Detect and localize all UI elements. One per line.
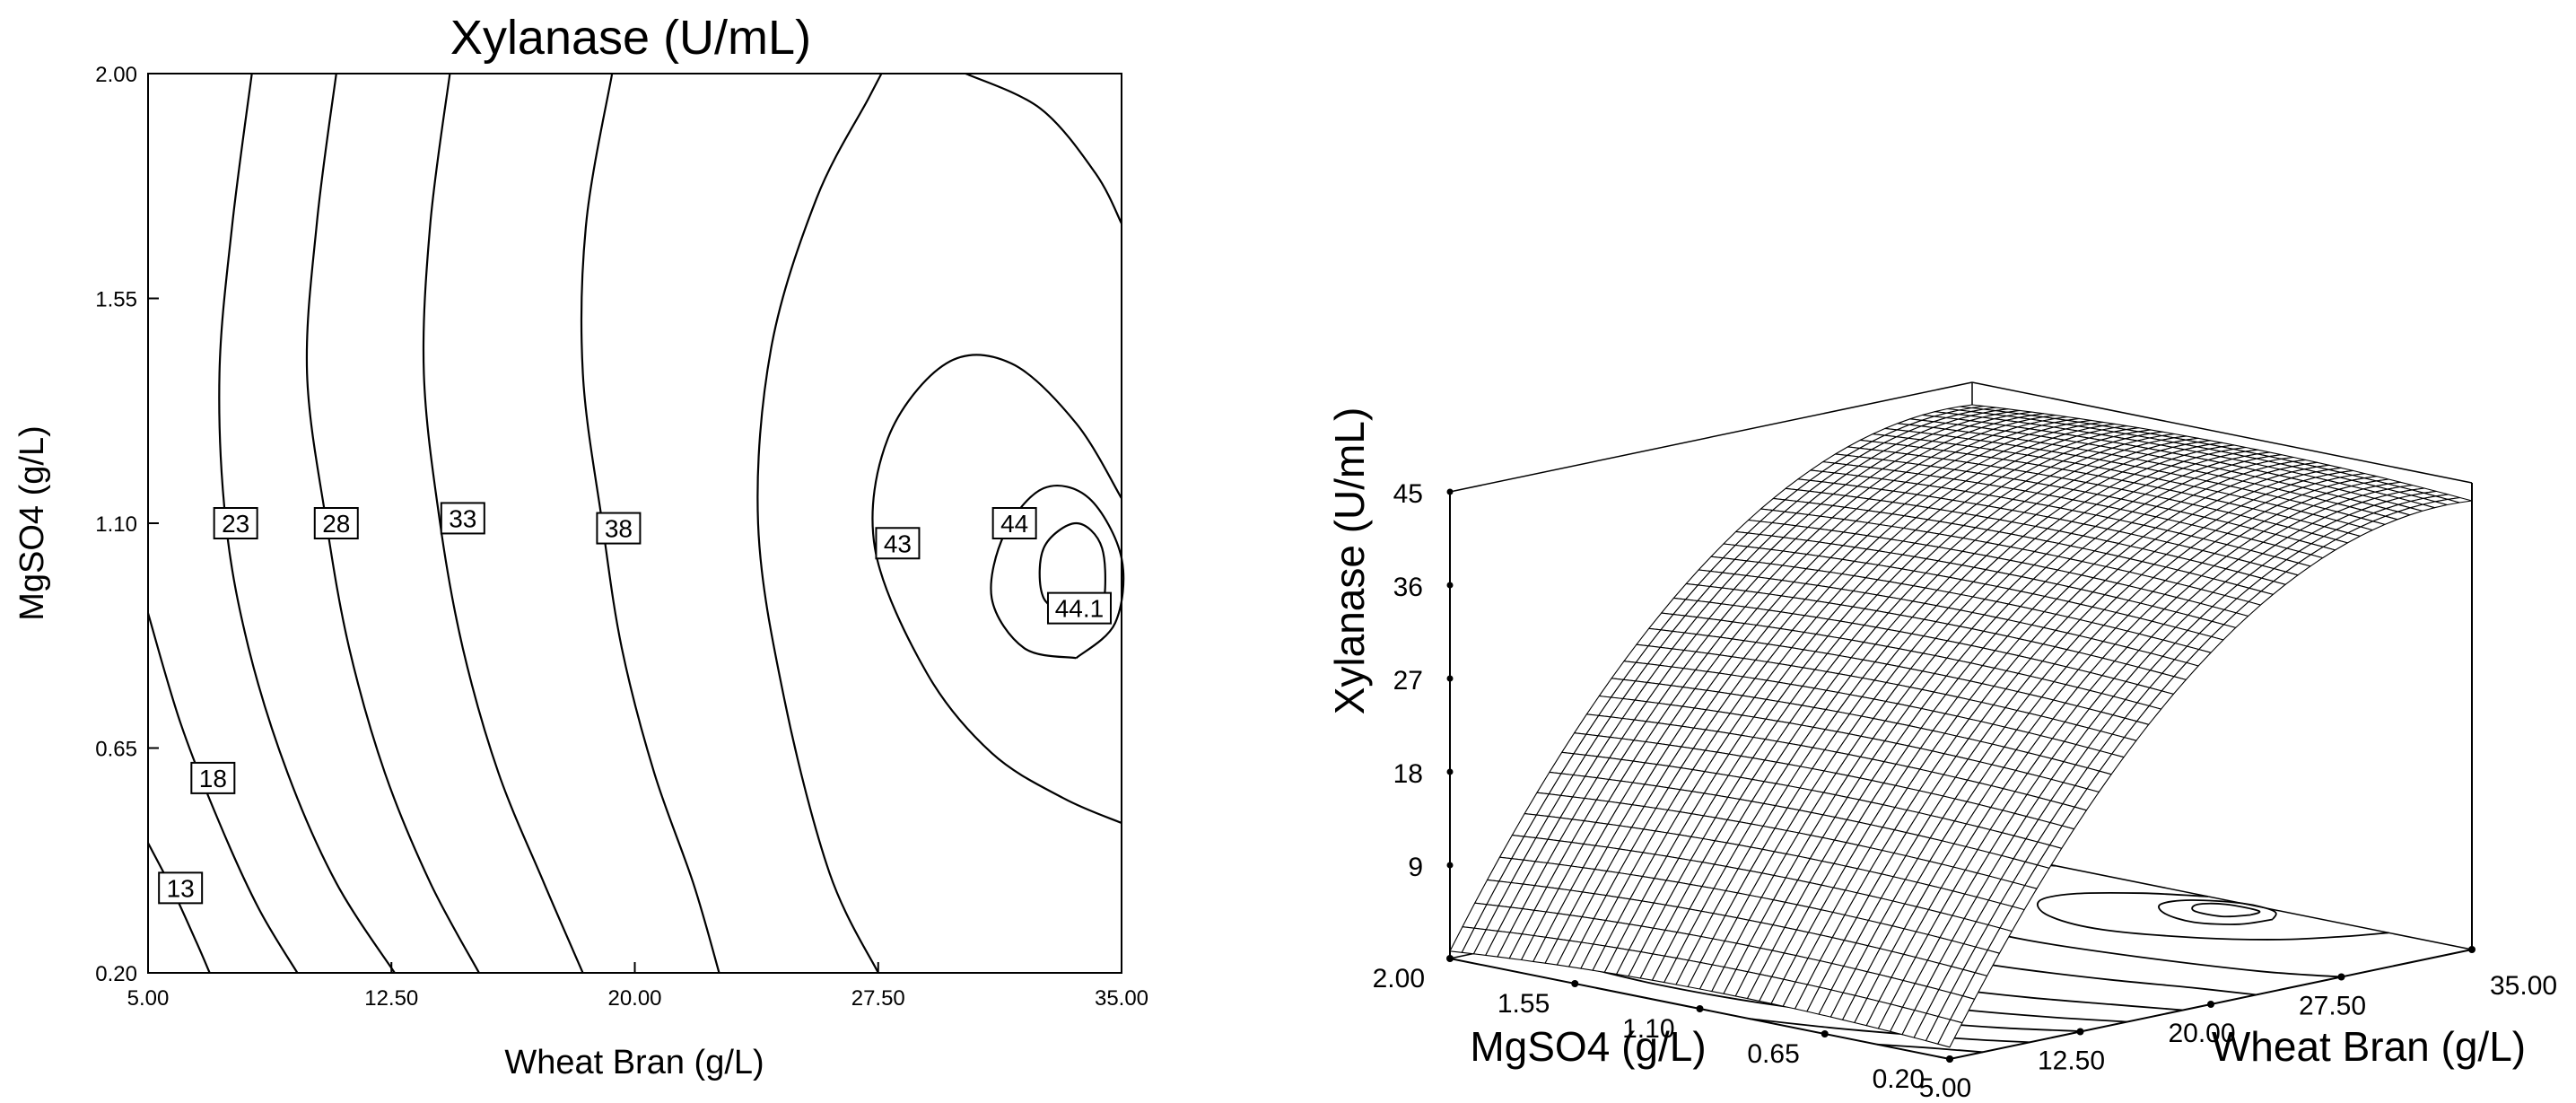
floor-contour-line <box>2158 899 2277 925</box>
contour-y-tick-label: 1.55 <box>95 288 137 312</box>
contour-y-tick-label: 2.00 <box>95 63 137 87</box>
contour-label-box <box>1046 591 1112 625</box>
contour-level-label: 38 <box>605 515 633 543</box>
contour-x-ticks: 5.00 12.50 20.00 27.50 35.00 <box>127 962 1148 1011</box>
surface-y-tick-label: 2.00 <box>1373 964 1425 994</box>
top-edge-right <box>1971 381 2473 484</box>
surface-z-tick-label: 36 <box>1393 573 1423 602</box>
contour-level-label: 44 <box>1000 510 1028 538</box>
contour-plot: Xylanase (U/mL) 13 18 23 28 33 38 43 44 44.1 5.0… <box>13 11 1148 1081</box>
surface-z-tick-label: 45 <box>1393 479 1423 509</box>
contour-x-tick-label: 27.50 <box>851 986 905 1011</box>
surface-y-tick-mark <box>1821 1030 1829 1037</box>
surface-x-tick-label: 35.00 <box>2490 971 2557 1001</box>
floor-contour-line <box>2037 891 2389 941</box>
contour-label-box <box>190 761 236 794</box>
contour-line-33 <box>422 73 584 974</box>
surface-y-tick-label: 0.20 <box>1873 1064 1925 1094</box>
contour-line-13 <box>147 842 211 974</box>
surface-x-tick-label: 20.00 <box>2168 1019 2235 1048</box>
contour-x-label: Wheat Bran (g/L) <box>504 1044 764 1081</box>
surface-z-tick-label: 27 <box>1393 666 1423 696</box>
contour-label-box <box>875 527 921 560</box>
contour-label-box <box>596 512 642 545</box>
floor-contour-line <box>2191 902 2261 918</box>
surface-x-tick-mark <box>2337 973 2345 981</box>
surface-z-tick-label: 18 <box>1393 759 1423 789</box>
contour-y-tick-label: 0.20 <box>95 962 137 986</box>
surface-x-tick-mark <box>2468 946 2476 953</box>
contour-x-tick-label: 35.00 <box>1095 986 1148 1011</box>
surface-x-tick-label: 27.50 <box>2299 992 2366 1021</box>
floor-contour-line <box>1877 1043 1983 1054</box>
contour-line-28 <box>305 73 480 974</box>
surface-z-tick-mark <box>1446 768 1454 775</box>
surface-y-tick-mark <box>1446 955 1454 962</box>
contour-x-tick-label: 5.00 <box>127 986 170 1011</box>
surface-z-label: Xylanase (U/mL) <box>1326 407 1373 715</box>
contour-level-label: 44.1 <box>1055 595 1105 623</box>
contour-level-label: 13 <box>167 874 195 902</box>
surface-plot: 9 18 27 36 45 5.00 12.50 20.00 27.50 35.00 0.20 0.6… <box>1326 381 2557 1103</box>
surface-z-tick-mark <box>1446 675 1454 682</box>
contour-title: Xylanase (U/mL) <box>450 11 811 65</box>
surface-x-tick-mark <box>2207 1001 2214 1008</box>
contour-line-43 <box>871 354 1122 825</box>
surface-y-tick-mark <box>1571 980 1579 987</box>
surface-x-tick-label: 12.50 <box>2038 1046 2105 1076</box>
surface-mesh <box>1449 404 2473 1048</box>
surface-mesh-cell <box>1937 1019 1963 1048</box>
contour-label-box <box>440 502 485 535</box>
surface-z-tick-mark <box>1446 488 1454 495</box>
contour-level-label: 43 <box>884 530 912 557</box>
contour-y-label: MgSO4 (g/L) <box>13 425 51 621</box>
contour-line-unlabeled-10 <box>965 73 1122 224</box>
contour-line-23 <box>218 73 396 974</box>
surface-y-tick-label: 1.10 <box>1622 1014 1674 1044</box>
contour-x-tick-label: 12.50 <box>364 986 418 1011</box>
surface-z-tick-mark <box>1446 862 1454 869</box>
surface-z-tick-label: 9 <box>1408 853 1423 882</box>
contour-level-label: 28 <box>322 510 350 538</box>
surface-y-tick-label: 1.55 <box>1498 989 1550 1019</box>
contour-label-box <box>991 507 1037 539</box>
surface-y-label: MgSO4 (g/L) <box>1470 1023 1706 1070</box>
contour-line-38 <box>580 73 720 974</box>
contour-label-box <box>158 871 204 905</box>
contour-level-label: 18 <box>199 765 227 792</box>
surface-y-tick-label: 0.65 <box>1747 1039 1799 1069</box>
contour-y-tick-label: 1.10 <box>95 512 137 537</box>
surface-z-tick-mark <box>1446 582 1454 589</box>
contour-label-box <box>213 507 258 539</box>
surface-x-tick-mark <box>2076 1028 2084 1036</box>
surface-ticks: 9 18 27 36 45 5.00 12.50 20.00 27.50 35.00 0.20 0.6… <box>1373 479 2557 1103</box>
top-edge-left <box>1449 381 1973 493</box>
contour-level-label: 23 <box>222 510 249 538</box>
contour-line-18 <box>146 612 299 974</box>
contour-x-tick-label: 20.00 <box>607 986 661 1011</box>
contour-y-ticks: 0.20 0.65 1.10 1.55 2.00 <box>95 63 159 986</box>
contour-level-label: 33 <box>449 504 476 532</box>
surface-y-tick-mark <box>1696 1005 1704 1012</box>
contour-lines <box>146 73 1125 974</box>
surface-y-tick-mark <box>1946 1055 1953 1063</box>
contour-y-tick-label: 0.65 <box>95 738 137 762</box>
surface-x-label: Wheat Bran (g/L) <box>2212 1023 2526 1070</box>
surface-x-tick-label: 5.00 <box>1919 1073 1971 1103</box>
contour-labels: 13 18 23 28 33 38 43 44 44.1 <box>158 502 1112 905</box>
contour-line-unlabeled-9 <box>756 73 883 974</box>
contour-label-box <box>313 507 359 539</box>
